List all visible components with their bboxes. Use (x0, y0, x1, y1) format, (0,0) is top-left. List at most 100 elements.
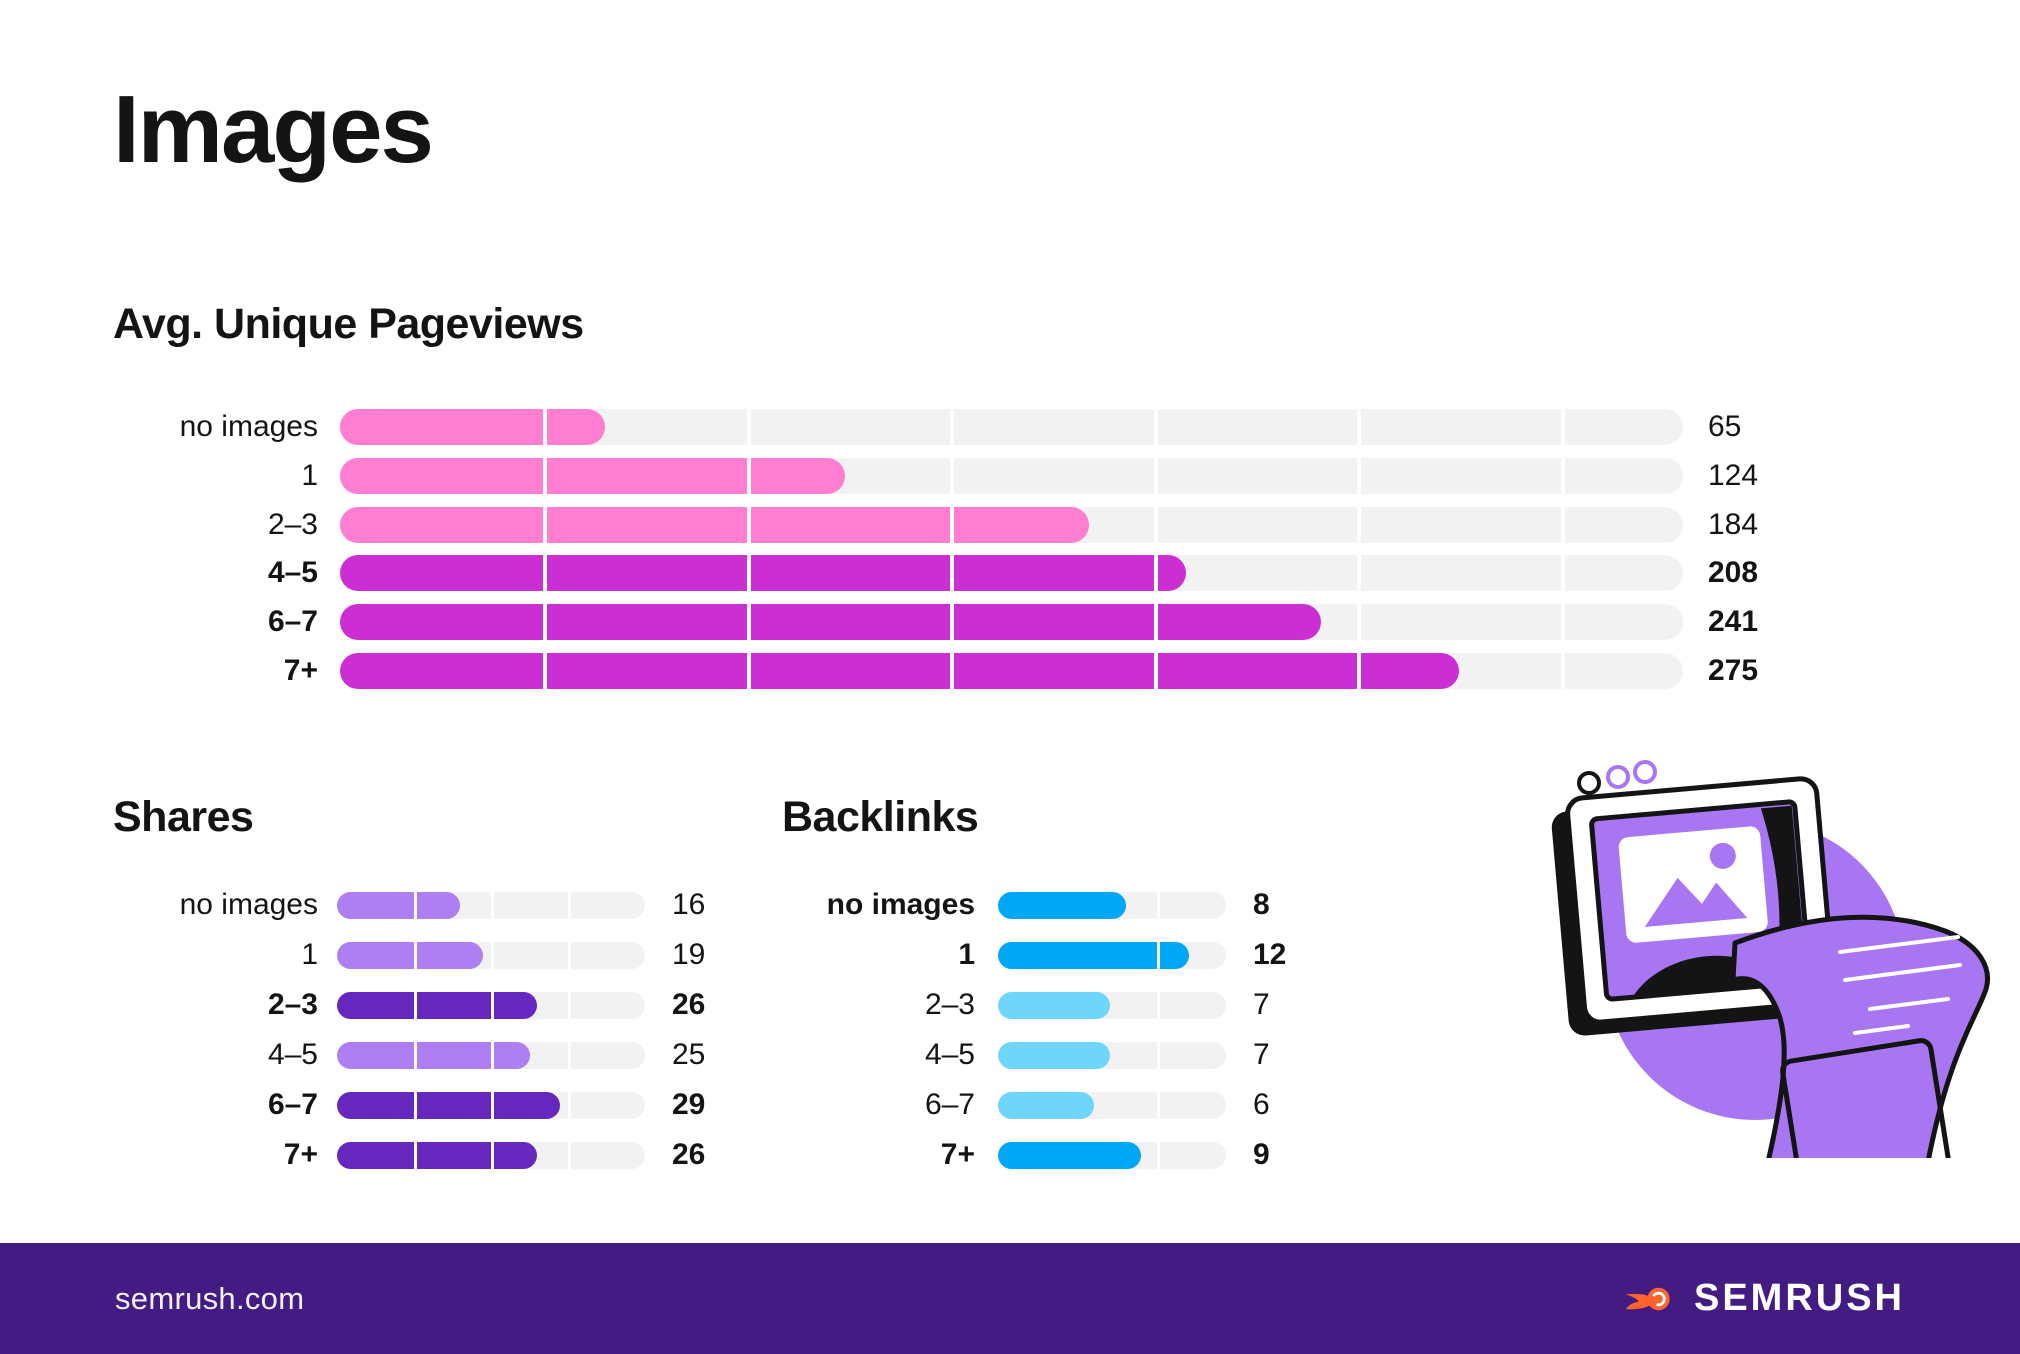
shares-bar-chart: no images 16 1 19 2–3 26 4–5 25 6–7 29 7+ 26 (115, 880, 706, 1180)
bar-grid-line (1357, 409, 1362, 446)
bar-grid-line (1357, 506, 1362, 543)
bar-grid-line (746, 506, 751, 543)
monitor-printing-image-illustration (1551, 760, 1990, 1158)
bar-grid-line (1157, 991, 1161, 1019)
bar-grid-line (543, 458, 548, 495)
bar-category-label: 4–5 (924, 1038, 975, 1071)
bar-grid-line (950, 506, 955, 543)
bar-grid-line (568, 891, 571, 919)
bar-track (998, 1091, 1226, 1119)
bar-value: 26 (672, 988, 706, 1021)
bar-grid-line (950, 409, 955, 446)
bar-grid-line (568, 991, 571, 1019)
chart-title-shares: Shares (113, 793, 254, 841)
bar-row: 4–5 7 (760, 1030, 1286, 1080)
bar-grid-line (1560, 604, 1565, 641)
bar-value: 26 (672, 1138, 706, 1171)
bar-grid-line (414, 991, 417, 1019)
bar-fill (998, 1141, 1142, 1169)
bar-track (337, 1141, 645, 1169)
bar-track (998, 941, 1226, 969)
bar-fill (340, 506, 1089, 543)
bar-fill (340, 458, 845, 495)
bar-row: 7+ 275 (115, 646, 1758, 695)
bar-grid-line (1153, 555, 1158, 592)
bar-row: 1 12 (760, 930, 1286, 980)
bar-category-label: 1 (958, 938, 975, 971)
bar-grid-line (746, 652, 751, 689)
bar-category-label: 2–3 (267, 507, 318, 541)
bar-grid-line (950, 652, 955, 689)
bar-row: 4–5 208 (115, 549, 1758, 598)
bar-row: no images 16 (115, 880, 706, 930)
bar-fill (998, 1091, 1094, 1119)
bar-row: 7+ 26 (115, 1130, 706, 1180)
bar-value: 8 (1253, 888, 1270, 921)
bar-value: 7 (1253, 988, 1270, 1021)
bar-row: 4–5 25 (115, 1030, 705, 1080)
bar-category-label: no images (826, 888, 975, 921)
bar-grid-line (491, 941, 494, 969)
bar-grid-line (1153, 604, 1158, 641)
bar-track (998, 1141, 1226, 1169)
bar-value: 65 (1708, 410, 1742, 444)
bar-value: 12 (1253, 938, 1287, 971)
bar-category-label: 4–5 (267, 556, 318, 590)
bar-grid-line (950, 458, 955, 495)
bar-fill (337, 1141, 538, 1169)
bar-fill (337, 891, 461, 919)
bar-row: 7+ 9 (760, 1130, 1286, 1180)
site-url: semrush.com (115, 1280, 305, 1316)
bar-track (337, 941, 645, 969)
bar-category-label: no images (179, 888, 318, 921)
bar-track (337, 891, 645, 919)
bar-track (998, 991, 1226, 1019)
semrush-flame-ball-icon (1625, 1287, 1670, 1310)
bar-grid-line (950, 604, 955, 641)
bar-category-label: 6–7 (267, 1088, 318, 1121)
chart-title-pageviews: Avg. Unique Pageviews (113, 300, 584, 348)
bar-grid-line (1157, 941, 1161, 969)
bar-track (337, 1091, 645, 1119)
bar-value: 275 (1708, 653, 1759, 687)
bar-track (337, 991, 645, 1019)
bar-value: 16 (672, 888, 706, 921)
bar-category-label: no images (179, 410, 318, 444)
bar-fill (337, 1041, 530, 1069)
bar-grid-line (543, 506, 548, 543)
bar-row: no images 65 (115, 403, 1758, 452)
bar-grid-line (543, 409, 548, 446)
bar-category-label: 4–5 (267, 1038, 318, 1071)
bar-category-label: 1 (301, 938, 318, 971)
bar-row: 2–3 26 (115, 980, 705, 1030)
bar-grid-line (1153, 458, 1158, 495)
bar-grid-line (491, 1041, 494, 1069)
bar-value: 124 (1708, 459, 1759, 493)
bar-track (340, 409, 1683, 446)
bar-grid-line (1560, 409, 1565, 446)
bar-row: 1 19 (115, 930, 705, 980)
bar-fill (998, 891, 1126, 919)
bar-category-label: 1 (301, 459, 318, 493)
bar-grid-line (1157, 1041, 1161, 1069)
bar-grid-line (1157, 891, 1161, 919)
bar-value: 25 (672, 1038, 706, 1071)
bar-grid-line (1357, 652, 1362, 689)
bar-track (337, 1041, 645, 1069)
bar-grid-line (746, 458, 751, 495)
bar-grid-line (414, 891, 417, 919)
bar-fill (998, 941, 1190, 969)
bar-value: 184 (1708, 507, 1759, 541)
bar-category-label: 7+ (283, 1138, 318, 1171)
bar-grid-line (491, 991, 494, 1019)
bar-grid-line (746, 555, 751, 592)
backlinks-bar-chart: no images 8 1 12 2–3 7 4–5 7 6–7 6 7+ 9 (760, 880, 1287, 1180)
bar-grid-line (746, 604, 751, 641)
bar-fill (998, 1041, 1110, 1069)
bar-fill (337, 941, 484, 969)
bar-row: 2–3 7 (760, 980, 1286, 1030)
bar-fill (337, 1091, 561, 1119)
bar-track (340, 652, 1683, 689)
bar-value: 208 (1708, 556, 1759, 590)
